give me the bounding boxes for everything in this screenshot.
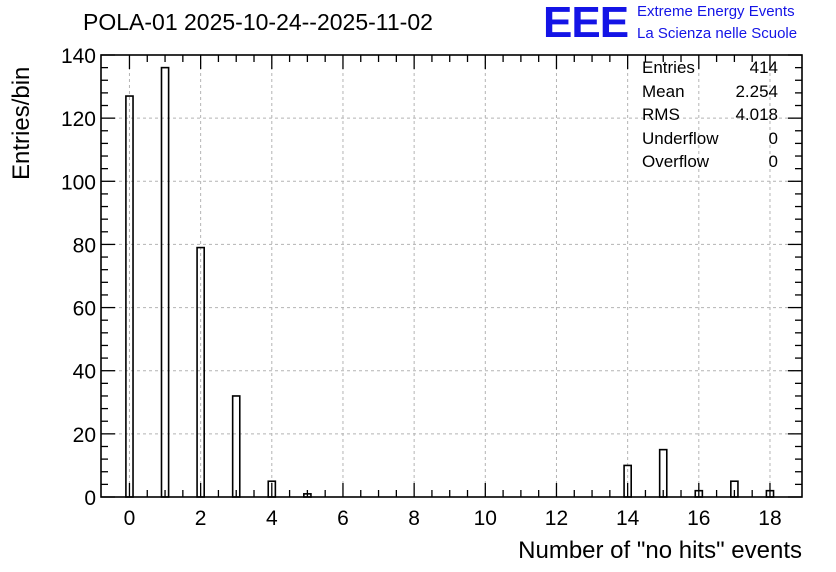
stat-label: Underflow [642,128,719,148]
stat-value: 414 [749,58,778,77]
y-tick-label: 20 [73,424,96,447]
x-tick-label: 14 [616,507,640,530]
logo-line-1: Extreme Energy Events [637,3,795,20]
y-tick-label: 0 [84,487,96,510]
chart-title: POLA-01 2025-10-24--2025-11-02 [83,9,433,35]
stats-box: Entries 414 Mean 2.254 RMS 4.018 Underfl… [636,56,806,174]
x-tick-label: 10 [474,507,497,530]
y-tick-label: 100 [61,171,96,194]
x-tick-label: 2 [195,507,207,530]
stat-overflow: Overflow 0 [636,150,806,174]
plot-frame [100,54,803,498]
logo-line-2: La Scienza nelle Scuole [637,25,798,42]
histogram-bar [658,448,668,498]
stat-label: Mean [642,81,685,101]
stat-label: Overflow [642,152,710,171]
stat-entries: Entries 414 [636,56,806,80]
x-tick-label: 18 [758,507,781,530]
x-tick-label: 4 [266,507,278,530]
y-tick-label: 140 [61,45,96,68]
y-tick-label: 40 [73,361,96,384]
x-axis-label: Number of "no hits" events [518,537,802,564]
y-tick-label: 60 [73,298,96,321]
stat-mean: Mean 2.254 [636,80,806,104]
stat-value: 0 [768,152,778,171]
stat-label: RMS [642,105,680,124]
stat-value: 0 [768,128,778,148]
histogram-bar [160,66,170,498]
x-tick-label: 6 [337,507,349,530]
x-tick-label: 8 [408,507,420,530]
stat-value: 4.018 [735,105,778,124]
eee-logo: EEE [543,0,629,47]
x-tick-label: 12 [545,507,568,530]
x-tick-label: 16 [687,507,710,530]
x-tick-label: 0 [124,507,136,530]
y-tick-label: 120 [61,108,96,131]
y-axis-label: Entries/bin [8,66,35,180]
histogram-bar [231,395,241,498]
stat-value: 2.254 [735,81,778,101]
stat-label: Entries [642,58,695,77]
stat-underflow: Underflow 0 [636,127,806,151]
y-tick-label: 80 [73,234,96,257]
stat-rms: RMS 4.018 [636,103,806,127]
